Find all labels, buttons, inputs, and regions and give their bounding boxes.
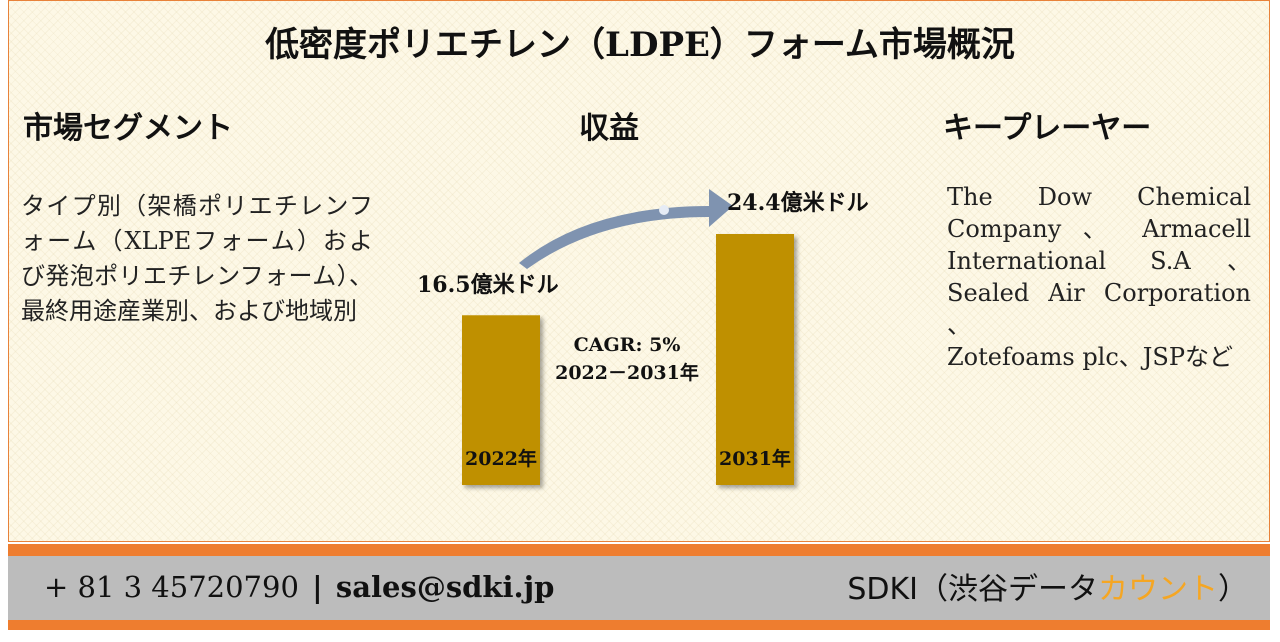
cagr-period: 2022－2031年 — [555, 361, 699, 384]
brand-accent: カウント — [1098, 572, 1218, 607]
phone-number: + 81 3 45720790 — [44, 570, 299, 604]
bar-2022 — [462, 315, 540, 485]
arrow-highlight-dot — [659, 205, 669, 215]
cagr-label: CAGR: 5% — [574, 334, 681, 356]
contact-separator: | — [312, 570, 323, 604]
infographic-panel: 低密度ポリエチレン（LDPE）フォーム市場概況 市場セグメント 収益 キープレー… — [8, 0, 1270, 542]
segments-heading: 市場セグメント — [23, 111, 233, 146]
brand-close: ） — [1218, 572, 1248, 607]
revenue-chart: 16.5億米ドル 24.4億米ドル 2022年 2031年 CAGR: 5% 2… — [417, 189, 869, 485]
bar-2031 — [716, 234, 794, 485]
email-link[interactable]: sales@sdki.jp — [335, 570, 555, 604]
bar-value-label-2031: 24.4億米ドル — [727, 190, 869, 216]
contact-line: + 81 3 45720790 | sales@sdki.jp — [44, 570, 554, 604]
segments-text: タイプ別（架橋ポリエチレンフォーム（XLPEフォーム）および発泡ポリエチレンフォ… — [21, 192, 373, 325]
revenue-heading: 収益 — [579, 111, 639, 146]
bar-value-label-2022: 16.5億米ドル — [417, 272, 559, 298]
footer-bottom-band — [8, 620, 1270, 630]
players-text: The Dow Chemical Company 、 Armacell Inte… — [947, 181, 1251, 373]
footer-top-band — [8, 544, 1270, 556]
bar-category-2022: 2022年 — [465, 447, 537, 470]
footer: + 81 3 45720790 | sales@sdki.jp SDKI（渋谷デ… — [8, 556, 1270, 620]
players-text-last: Zotefoams plc、JSPなど — [947, 343, 1234, 371]
bar-category-2031: 2031年 — [719, 447, 791, 470]
players-text-main: The Dow Chemical Company 、 Armacell Inte… — [947, 183, 1251, 339]
page-title: 低密度ポリエチレン（LDPE）フォーム市場概況 — [265, 25, 1015, 65]
brand-main: SDKI（渋谷データ — [847, 572, 1098, 607]
growth-arrow-icon — [519, 189, 733, 269]
brand-name: SDKI（渋谷データカウント） — [847, 564, 1248, 608]
players-heading: キープレーヤー — [943, 111, 1152, 146]
